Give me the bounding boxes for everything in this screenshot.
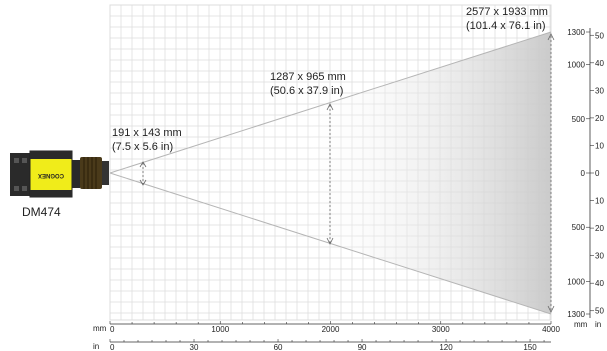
right-axis-in-label: 0 (595, 169, 600, 178)
fov-mid-in-label: (50.6 x 37.9 in) (270, 85, 343, 97)
right-axis-mm-unit: mm (574, 320, 588, 329)
fov-near-in-label: (7.5 x 5.6 in) (112, 141, 173, 153)
right-axis-in-label: 30 (595, 252, 604, 261)
right-axis-mm-label: 0 (581, 169, 586, 178)
bottom-axis-mm: 0 1000 2000 3000 4000 (109, 321, 560, 334)
right-axis-in-label: 20 (595, 224, 604, 233)
camera-model-label: DM474 (22, 205, 61, 219)
camera-lens (80, 157, 102, 189)
bottom-axis-mm-label: 2000 (322, 325, 340, 334)
fov-cone (110, 32, 551, 314)
bottom-axis-mm-label: 1000 (211, 325, 229, 334)
bottom-axis-in-unit: in (93, 342, 99, 351)
bottom-axis-in-label: 120 (439, 343, 453, 351)
camera-mount (72, 160, 80, 188)
right-axis-in-label: 10 (595, 197, 604, 206)
bottom-axis-mm-unit: mm (93, 324, 107, 333)
fov-far-mm-label: 2577 x 1933 mm (466, 6, 548, 18)
right-axis-in-label: 30 (595, 86, 604, 95)
bottom-axis-in-label: 60 (274, 343, 283, 351)
right-axis-in-label: 40 (595, 279, 604, 288)
right-axis-in-label: 20 (595, 114, 604, 123)
fov-far-in-label: (101.4 x 76.1 in) (466, 20, 546, 32)
right-axis-mm-label: 1300 (567, 310, 585, 319)
bottom-axis-in-label: 0 (110, 343, 115, 351)
right-axis-in-label: 50 (595, 307, 604, 316)
right-axis-in-label: 40 (595, 59, 604, 68)
right-axis-mm-label: 500 (572, 115, 586, 124)
right-axis-in-label: 10 (595, 141, 604, 150)
fov-mid-mm-label: 1287 x 965 mm (270, 71, 346, 83)
right-axis-mm-label: 500 (572, 223, 586, 232)
bottom-axis-in-label: 90 (358, 343, 367, 351)
right-axes: 1300 1000 500 0 500 1000 1300 50 40 30 20 10 0 10 20 30… (567, 28, 604, 319)
camera-brand-text: COGNEX (38, 172, 64, 178)
bottom-axis-mm-label: 4000 (542, 325, 560, 334)
bottom-axis-in-label: 30 (190, 343, 199, 351)
fov-near-mm-label: 191 x 143 mm (112, 127, 182, 139)
bottom-axis-mm-label: 3000 (432, 325, 450, 334)
right-axis-mm-label: 1300 (567, 28, 585, 37)
right-axis-in-unit: in (595, 320, 601, 329)
bottom-axis-mm-label: 0 (110, 325, 115, 334)
right-axis-in-label: 50 (595, 31, 604, 40)
right-axis-mm-label: 1000 (567, 61, 585, 70)
camera-back (10, 153, 32, 196)
bottom-axis-in-label: 150 (523, 343, 537, 351)
fov-upper-edge (109, 31, 552, 174)
right-axis-mm-label: 1000 (567, 277, 585, 286)
bottom-axis-in: 0 30 60 90 120 150 (109, 339, 551, 351)
camera-illustration: COGNEX (10, 150, 109, 198)
